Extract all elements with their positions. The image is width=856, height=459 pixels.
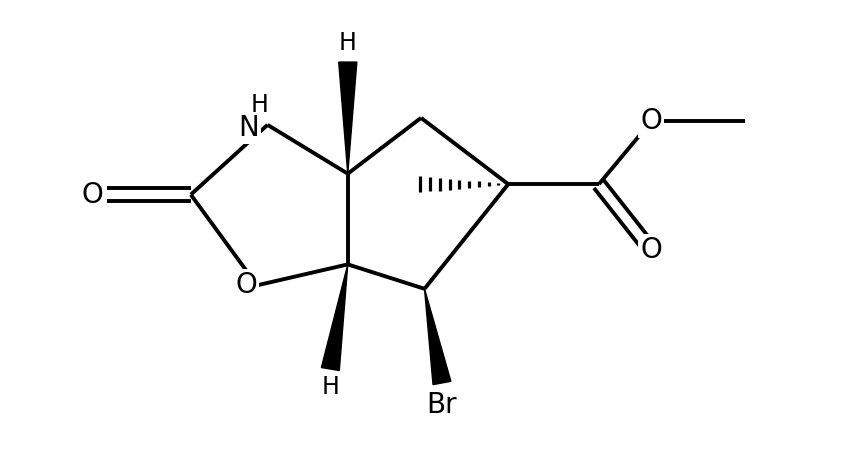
Text: H: H xyxy=(339,31,357,55)
Text: O: O xyxy=(640,107,662,135)
Polygon shape xyxy=(321,264,348,370)
Text: N: N xyxy=(239,114,259,142)
Text: Br: Br xyxy=(426,392,457,420)
Text: O: O xyxy=(82,181,104,209)
Text: O: O xyxy=(235,271,257,299)
Text: H: H xyxy=(321,375,339,398)
Polygon shape xyxy=(425,289,451,385)
Text: O: O xyxy=(640,236,662,264)
Polygon shape xyxy=(339,62,357,174)
Text: H: H xyxy=(250,93,268,118)
